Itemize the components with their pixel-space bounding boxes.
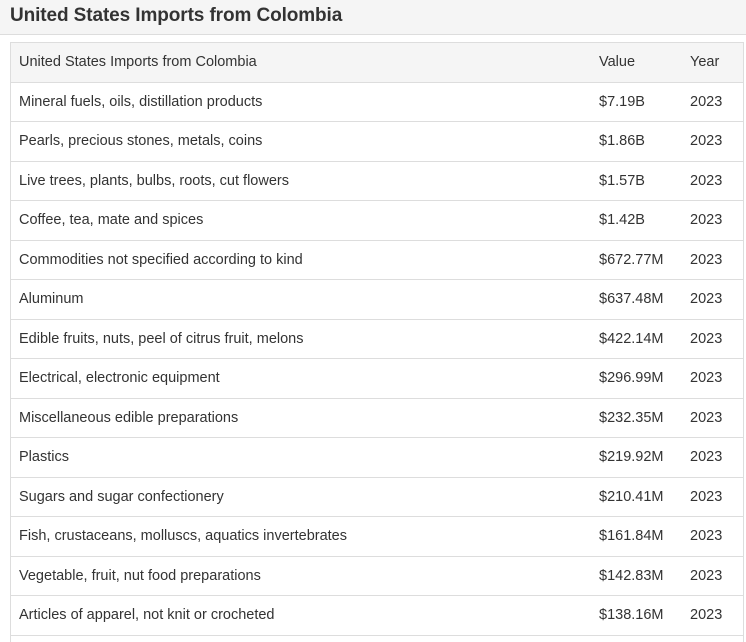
row-value: $1.86B: [591, 121, 687, 162]
row-year: 2023: [687, 121, 743, 162]
row-name[interactable]: Electrical, electronic equipment: [11, 358, 591, 399]
row-year: 2023: [687, 82, 743, 122]
row-year: 2023: [687, 477, 743, 517]
row-name-link[interactable]: Pearls, precious stones, metals, coins: [19, 133, 263, 150]
row-year: 2023: [687, 319, 743, 359]
table-row: Coffee, tea, mate and spices $1.42B 2023: [11, 200, 743, 241]
row-name[interactable]: Aluminum: [11, 279, 591, 320]
column-header-name: United States Imports from Colombia: [11, 43, 591, 83]
row-value: $1.42B: [591, 200, 687, 241]
page-title: United States Imports from Colombia: [10, 5, 343, 26]
row-value: $672.77M: [591, 240, 687, 280]
row-year: 2023: [687, 240, 743, 280]
row-value: $138.16M: [591, 595, 687, 636]
row-name-link[interactable]: Articles of apparel, not knit or crochet…: [19, 607, 275, 624]
row-name[interactable]: Commodities not specified according to k…: [11, 240, 591, 280]
table-row: Miscellaneous edible preparations $232.3…: [11, 398, 743, 438]
panel-header: United States Imports from Colombia: [0, 0, 746, 35]
row-name[interactable]: Miscellaneous edible preparations: [11, 398, 591, 438]
row-value: $422.14M: [591, 319, 687, 359]
row-year: 2023: [687, 595, 743, 636]
table-row: Aluminum $637.48M 2023: [11, 279, 743, 320]
row-name-link[interactable]: Plastics: [19, 449, 69, 466]
table-row: Plastics $219.92M 2023: [11, 437, 743, 478]
row-name[interactable]: Vegetable, fruit, nut food preparations: [11, 556, 591, 596]
column-header-year: Year: [687, 43, 743, 83]
table-row: Live trees, plants, bulbs, roots, cut fl…: [11, 161, 743, 201]
row-year: 2023: [687, 200, 743, 241]
row-name-link[interactable]: Coffee, tea, mate and spices: [19, 212, 204, 229]
row-year: 2023: [687, 556, 743, 596]
row-name[interactable]: Plastics: [11, 437, 591, 478]
row-name-link[interactable]: Mineral fuels, oils, distillation produc…: [19, 93, 263, 110]
row-name[interactable]: Live trees, plants, bulbs, roots, cut fl…: [11, 161, 591, 201]
row-name-link[interactable]: Commodities not specified according to k…: [19, 251, 303, 268]
row-value: $232.35M: [591, 398, 687, 438]
row-name[interactable]: Articles of apparel, not knit or crochet…: [11, 595, 591, 636]
row-year: 2023: [687, 437, 743, 478]
table-header-row: United States Imports from Colombia Valu…: [11, 43, 743, 83]
table-row: Commodities not specified according to k…: [11, 240, 743, 280]
row-value: $219.92M: [591, 437, 687, 478]
table-row: Pearls, precious stones, metals, coins $…: [11, 121, 743, 162]
table-row: Vegetable, fruit, nut food preparations …: [11, 556, 743, 596]
row-name[interactable]: Coffee, tea, mate and spices: [11, 200, 591, 241]
row-name[interactable]: Edible fruits, nuts, peel of citrus frui…: [11, 319, 591, 359]
row-year: 2023: [687, 398, 743, 438]
table-row: Sugars and sugar confectionery $210.41M …: [11, 477, 743, 517]
row-year: 2023: [687, 161, 743, 201]
row-value: $1.57B: [591, 161, 687, 201]
row-name-link[interactable]: Vegetable, fruit, nut food preparations: [19, 567, 261, 584]
row-year: 2023: [687, 358, 743, 399]
column-header-value: Value: [591, 43, 687, 83]
row-name-link[interactable]: Sugars and sugar confectionery: [19, 488, 224, 505]
imports-table-container: United States Imports from Colombia Valu…: [10, 42, 744, 642]
row-name[interactable]: Mineral fuels, oils, distillation produc…: [11, 82, 591, 122]
row-name-link[interactable]: Live trees, plants, bulbs, roots, cut fl…: [19, 172, 289, 189]
row-value: $296.99M: [591, 358, 687, 399]
row-value: $210.41M: [591, 477, 687, 517]
table-row: Fish, crustaceans, molluscs, aquatics in…: [11, 516, 743, 557]
row-name-link[interactable]: Fish, crustaceans, molluscs, aquatics in…: [19, 528, 347, 545]
row-name-link[interactable]: Aluminum: [19, 291, 84, 308]
row-name-link[interactable]: Electrical, electronic equipment: [19, 370, 220, 387]
row-value: $7.19B: [591, 82, 687, 122]
row-value: $142.83M: [591, 556, 687, 596]
table-row: Electrical, electronic equipment $296.99…: [11, 358, 743, 399]
table-row: Mineral fuels, oils, distillation produc…: [11, 82, 743, 122]
table-row: Articles of apparel, not knit or crochet…: [11, 595, 743, 636]
row-name-link[interactable]: Edible fruits, nuts, peel of citrus frui…: [19, 330, 304, 347]
row-year: 2023: [687, 279, 743, 320]
row-value: $637.48M: [591, 279, 687, 320]
row-name[interactable]: Fish, crustaceans, molluscs, aquatics in…: [11, 516, 591, 557]
row-value: $161.84M: [591, 516, 687, 557]
imports-table: United States Imports from Colombia Valu…: [11, 43, 743, 636]
row-year: 2023: [687, 516, 743, 557]
row-name-link[interactable]: Miscellaneous edible preparations: [19, 409, 239, 426]
row-name[interactable]: Sugars and sugar confectionery: [11, 477, 591, 517]
table-row: Edible fruits, nuts, peel of citrus frui…: [11, 319, 743, 359]
row-name[interactable]: Pearls, precious stones, metals, coins: [11, 121, 591, 162]
